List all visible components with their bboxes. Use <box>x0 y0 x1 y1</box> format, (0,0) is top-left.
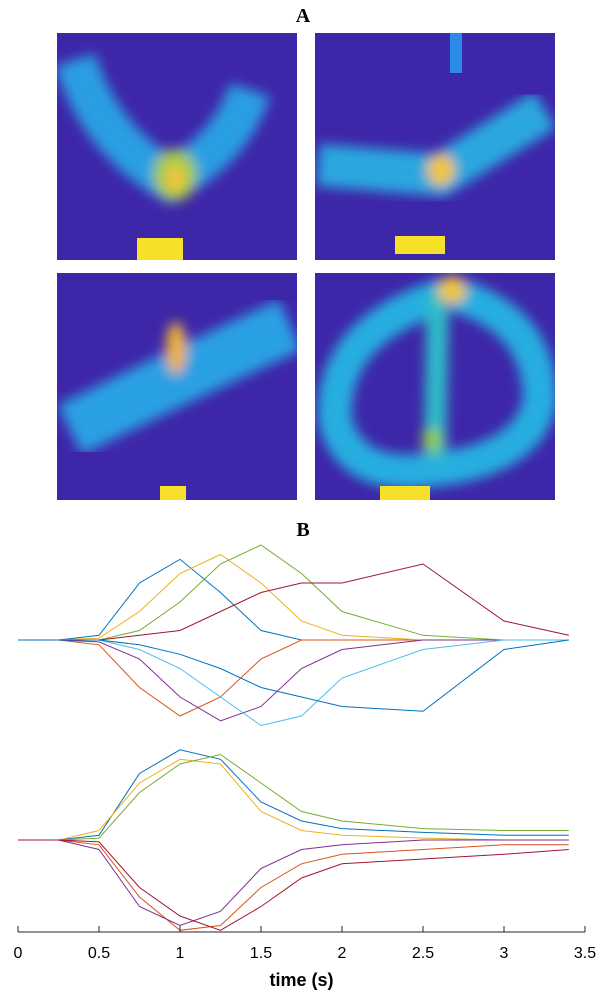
trace <box>18 559 569 640</box>
heatmap <box>315 273 555 500</box>
x-tick-label: 0 <box>14 945 23 962</box>
trace <box>18 640 569 726</box>
x-axis-label: time (s) <box>269 970 333 990</box>
trace <box>18 545 569 640</box>
x-tick-label: 2 <box>338 945 347 962</box>
heatmap <box>57 33 297 260</box>
figure: A B 0 0.5 1 <box>0 0 607 996</box>
panel-label: B <box>296 519 309 541</box>
x-tick-label: 1.5 <box>250 945 272 962</box>
x-tick-label: 2.5 <box>412 945 434 962</box>
x-tick-label: 3.5 <box>574 945 596 962</box>
trace <box>18 564 569 640</box>
x-tick-label: 3 <box>500 945 509 962</box>
x-tick-label: 0.5 <box>88 945 110 962</box>
trace <box>18 840 569 926</box>
trace <box>18 640 569 721</box>
heatmap <box>57 273 297 500</box>
panel-label: A <box>296 5 311 27</box>
x-tick-label: 1 <box>176 945 185 962</box>
trace <box>18 640 569 716</box>
trace <box>18 759 569 840</box>
heatmap <box>315 33 555 260</box>
